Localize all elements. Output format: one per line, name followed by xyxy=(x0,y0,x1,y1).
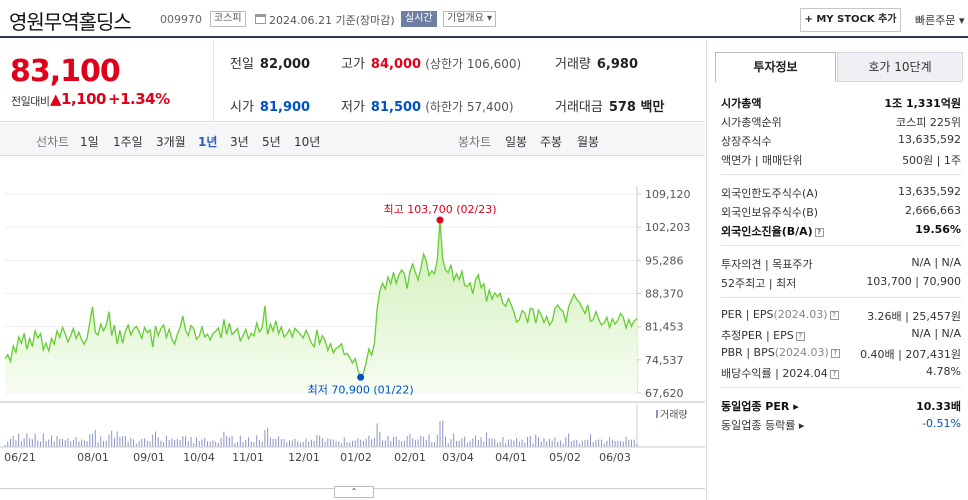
info-dividend: 배당수익률 | 2024.04? 4.78% xyxy=(721,365,961,380)
collapse-chart-button[interactable]: ⌃ xyxy=(334,486,374,498)
info-pbr-bps: PBR | BPS(2024.03)? 0.40배 | 207,431원 xyxy=(721,346,961,361)
candle-weekly[interactable]: 주봉 xyxy=(540,135,563,149)
volume-legend-swatch xyxy=(656,410,658,418)
calendar-icon xyxy=(255,14,266,24)
x-tick-label: 06/03 xyxy=(599,451,631,464)
investment-info-panel: 투자정보 호가 10단계 시가총액 1조 1,331억원 시가총액순위 코스피 22… xyxy=(706,40,968,500)
x-tick-label: 04/01 xyxy=(495,451,527,464)
volume: 거래량 6,980 xyxy=(555,57,639,72)
current-price: 83,100 xyxy=(10,54,121,89)
x-tick-label: 09/01 xyxy=(133,451,165,464)
day-high: 고가 84,000 (상한가 106,600) xyxy=(341,57,522,72)
tab-investment-info[interactable]: 투자정보 xyxy=(715,52,836,82)
separator xyxy=(721,297,961,298)
divider xyxy=(213,40,214,122)
x-tick-label: 06/21 xyxy=(4,451,36,464)
company-overview-dropdown[interactable]: 기업개요 ▾ xyxy=(443,11,496,27)
info-tabs: 투자정보 호가 10단계 xyxy=(715,52,963,82)
realtime-button[interactable]: 실시간 xyxy=(401,11,437,27)
info-foreign-limit: 외국인한도주식수(A) 13,635,592 xyxy=(721,185,961,200)
info-par: 액면가 | 매매단위 500원 | 1주 xyxy=(721,154,961,167)
x-tick-label: 05/02 xyxy=(549,451,581,464)
price-change: ▲1,100 xyxy=(50,90,106,108)
info-market-cap: 시가총액 1조 1,331억원 xyxy=(721,97,961,110)
volume-legend-label: 거래량 xyxy=(660,409,688,421)
help-icon[interactable]: ? xyxy=(829,310,839,320)
base-date: 2024.06.21 기준(장마감) xyxy=(269,14,395,27)
open-price: 시가 81,900 xyxy=(230,100,311,115)
x-tick-label: 02/01 xyxy=(394,451,426,464)
stock-name: 영원무역홀딩스 xyxy=(9,10,132,34)
y-tick-label: 102,203 xyxy=(645,221,691,234)
info-opinion: 투자의견 | 목표주가 N/A | N/A xyxy=(721,256,961,271)
separator xyxy=(721,387,961,388)
y-tick-label: 95,286 xyxy=(645,254,684,267)
info-industry-rate: 동일업종 등락률 ▸ -0.51% xyxy=(721,417,961,432)
info-52week: 52주최고 | 최저 103,700 | 70,900 xyxy=(721,275,961,290)
period-3m[interactable]: 3개월 xyxy=(156,135,186,149)
candle-monthly[interactable]: 월봉 xyxy=(577,135,600,149)
info-industry-per: 동일업종 PER ▸ 10.33배 xyxy=(721,400,961,413)
period-1w[interactable]: 1주일 xyxy=(113,135,143,149)
separator xyxy=(721,174,961,175)
x-tick-label: 01/02 xyxy=(340,451,372,464)
line-chart-label: 선차트 xyxy=(36,135,70,149)
high-label: 최고 103,700 (02/23) xyxy=(384,203,497,216)
stock-code: 009970 xyxy=(160,13,202,26)
x-tick-label: 03/04 xyxy=(442,451,474,464)
period-1y[interactable]: 1년 xyxy=(198,135,218,149)
low-label: 최저 70,900 (01/22) xyxy=(308,383,414,396)
quick-order-button[interactable]: 빠른주문 ▾ xyxy=(915,14,965,27)
day-low: 저가 81,500 (하한가 57,400) xyxy=(341,100,514,115)
y-tick-label: 88,370 xyxy=(645,288,684,301)
help-icon[interactable]: ? xyxy=(795,331,805,341)
price-chart[interactable]: 109,120 102,203 95,286 88,370 81,453 74,537 67… xyxy=(0,157,705,487)
period-3y[interactable]: 3년 xyxy=(230,135,249,149)
candle-chart-label: 봉차트 xyxy=(458,135,492,149)
change-label: 전일대비 xyxy=(11,95,50,108)
info-per-eps: PER | EPS(2024.03)? 3.26배 | 25,457원 xyxy=(721,308,961,323)
x-tick-label: 11/01 xyxy=(232,451,264,464)
x-tick-label: 12/01 xyxy=(288,451,320,464)
stock-header: 영원무역홀딩스 009970 코스피 2024.06.21 기준(장마감) 실시… xyxy=(0,0,968,38)
low-marker xyxy=(357,373,365,381)
help-icon[interactable]: ? xyxy=(814,227,824,237)
help-icon[interactable]: ? xyxy=(830,348,840,358)
price-summary: 83,100 전일대비 ▲1,100 +1.34% 전일 82,000 고가 84,… xyxy=(0,40,705,122)
help-icon[interactable]: ? xyxy=(829,369,839,379)
price-area xyxy=(5,220,637,393)
tab-orderbook[interactable]: 호가 10단계 xyxy=(837,52,963,82)
trade-amount: 거래대금 578 백만 xyxy=(555,100,665,115)
y-tick-label: 109,120 xyxy=(645,188,691,201)
price-change-percent: +1.34% xyxy=(108,90,170,108)
info-rank: 시가총액순위 코스피 225위 xyxy=(721,116,961,129)
info-est-per: 추정PER | EPS? N/A | N/A xyxy=(721,327,961,342)
market-badge: 코스피 xyxy=(210,11,246,27)
info-foreign-hold: 외국인보유주식수(B) 2,666,663 xyxy=(721,204,961,219)
y-tick-label: 81,453 xyxy=(645,321,684,334)
prev-close: 전일 82,000 xyxy=(230,57,311,72)
candle-daily[interactable]: 일봉 xyxy=(505,135,528,149)
period-1d[interactable]: 1일 xyxy=(80,135,99,149)
x-tick-label: 08/01 xyxy=(77,451,109,464)
high-marker xyxy=(436,216,444,224)
period-10y[interactable]: 10년 xyxy=(294,135,321,149)
info-shares: 상장주식수 13,635,592 xyxy=(721,133,961,148)
info-foreign-ratio: 외국인소진율(B/A)? 19.56% xyxy=(721,223,961,238)
period-5y[interactable]: 5년 xyxy=(262,135,281,149)
y-tick-label: 67,620 xyxy=(645,387,684,400)
price-line xyxy=(4,219,638,379)
chart-period-tabs: 선차트 1일 1주일 3개월 1년 3년 5년 10년 봉차트 일봉 주봉 월봉 xyxy=(0,123,705,156)
add-my-stock-button[interactable]: + MY STOCK 추가 xyxy=(800,8,901,32)
y-tick-label: 74,537 xyxy=(645,354,684,367)
separator xyxy=(721,245,961,246)
x-tick-label: 10/04 xyxy=(183,451,215,464)
